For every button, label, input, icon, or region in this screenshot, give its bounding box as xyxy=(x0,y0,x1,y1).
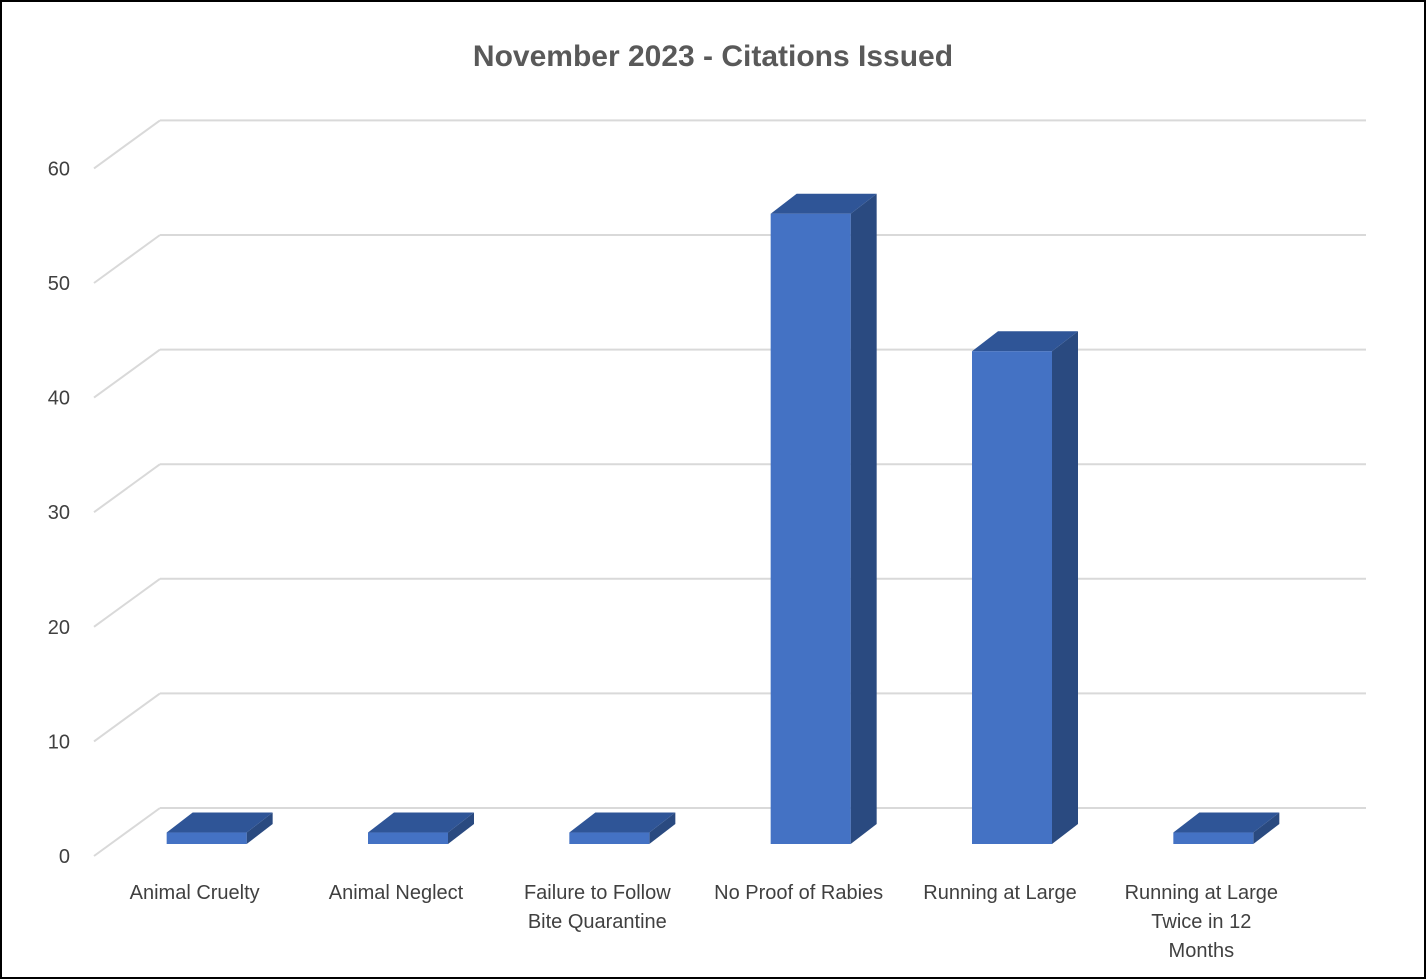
bar-front xyxy=(166,832,247,844)
x-category-label: Animal Neglect xyxy=(329,882,464,904)
y-tick-label: 60 xyxy=(48,158,70,180)
bar-top xyxy=(1173,812,1280,833)
bar xyxy=(770,193,877,844)
x-category-label: Running at Large xyxy=(923,882,1076,904)
bar-side xyxy=(649,812,676,844)
gridline-diagonal xyxy=(93,348,161,399)
bar-front xyxy=(770,213,851,844)
x-category-label: Failure to Follow Bite Quarantine xyxy=(524,882,671,933)
y-tick-label: 20 xyxy=(48,617,70,639)
bar xyxy=(166,812,273,844)
y-tick-label: 0 xyxy=(59,846,70,868)
bar-top xyxy=(166,812,273,833)
bar xyxy=(569,812,676,844)
chart-title: November 2023 - Citations Issued xyxy=(473,40,953,73)
x-category-label: No Proof of Rabies xyxy=(714,882,883,904)
bar-side xyxy=(246,812,273,844)
bar-top xyxy=(368,812,474,833)
y-tick-label: 50 xyxy=(48,273,70,295)
gridlines xyxy=(93,119,1366,857)
y-tick-label: 40 xyxy=(48,388,70,410)
y-tick-label: 30 xyxy=(48,502,70,524)
bar-top xyxy=(770,193,877,214)
bar-top xyxy=(569,812,676,833)
bar-front xyxy=(972,351,1052,844)
gridline-diagonal xyxy=(93,463,161,514)
gridline-diagonal xyxy=(93,807,161,857)
gridline-diagonal xyxy=(93,577,161,628)
y-tick-label: 10 xyxy=(48,731,70,753)
x-category-label: Animal Cruelty xyxy=(130,882,260,904)
y-axis-ticks: 0 10 20 30 40 50 60 xyxy=(48,158,70,868)
bar-side xyxy=(850,193,877,844)
bars xyxy=(166,193,1280,845)
bar-side xyxy=(1253,812,1280,844)
bar xyxy=(1173,812,1280,844)
bar-side xyxy=(448,812,474,844)
bar-side xyxy=(1052,331,1078,845)
gridline-diagonal xyxy=(93,119,161,170)
bar-top xyxy=(972,331,1078,352)
bar xyxy=(368,812,474,844)
x-axis-labels: Animal Cruelty Animal Neglect Failure to F… xyxy=(130,882,1278,962)
bar-front xyxy=(1173,832,1254,844)
bar-front xyxy=(569,832,650,844)
bar xyxy=(972,331,1078,845)
gridline-diagonal xyxy=(93,234,161,284)
x-category-label: Running at Large Twice in 12 Months xyxy=(1125,882,1278,962)
gridline-diagonal xyxy=(93,692,161,743)
bar-front xyxy=(368,832,448,844)
